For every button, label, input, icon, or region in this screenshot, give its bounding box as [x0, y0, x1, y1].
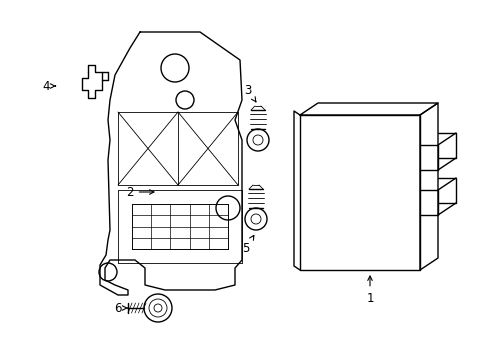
Text: 6: 6	[114, 302, 127, 315]
Text: 2: 2	[126, 185, 154, 198]
Text: 5: 5	[242, 235, 253, 255]
Text: 4: 4	[42, 80, 55, 93]
Text: 3: 3	[244, 84, 255, 102]
Text: 1: 1	[366, 276, 373, 305]
